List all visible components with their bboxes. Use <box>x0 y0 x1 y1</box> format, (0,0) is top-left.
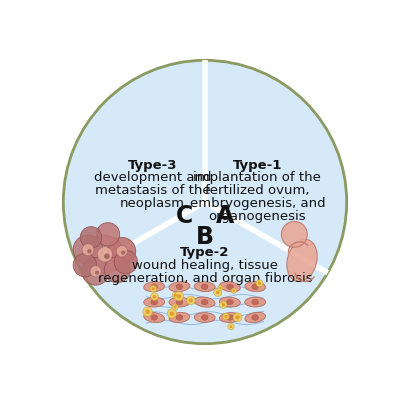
Circle shape <box>172 292 179 299</box>
Circle shape <box>152 287 155 290</box>
Circle shape <box>104 257 130 283</box>
Circle shape <box>236 315 240 319</box>
Circle shape <box>177 294 181 298</box>
Circle shape <box>150 285 157 292</box>
Text: regeneration, and organ fibrosis: regeneration, and organ fibrosis <box>98 272 312 284</box>
Circle shape <box>116 246 127 257</box>
Circle shape <box>216 291 220 294</box>
Circle shape <box>174 292 184 301</box>
Circle shape <box>95 271 99 275</box>
Circle shape <box>167 309 177 318</box>
Text: C: C <box>176 204 194 228</box>
Text: neoplasm: neoplasm <box>120 197 185 210</box>
Circle shape <box>146 310 150 314</box>
Circle shape <box>121 250 125 255</box>
Ellipse shape <box>245 282 266 292</box>
Circle shape <box>172 304 178 310</box>
Circle shape <box>143 307 152 316</box>
Ellipse shape <box>201 315 208 320</box>
Circle shape <box>174 294 177 297</box>
Circle shape <box>97 247 112 262</box>
Circle shape <box>151 293 158 300</box>
Circle shape <box>223 313 229 320</box>
Circle shape <box>170 311 174 316</box>
Text: Type-2: Type-2 <box>180 246 230 259</box>
Ellipse shape <box>252 299 258 305</box>
Circle shape <box>222 303 225 306</box>
Ellipse shape <box>151 315 158 320</box>
Ellipse shape <box>194 312 215 322</box>
Circle shape <box>82 258 110 285</box>
Ellipse shape <box>245 312 266 323</box>
Circle shape <box>258 282 261 285</box>
Text: metastasis of the: metastasis of the <box>95 184 210 198</box>
Ellipse shape <box>194 282 215 292</box>
Ellipse shape <box>201 284 208 290</box>
Circle shape <box>281 222 307 247</box>
Ellipse shape <box>176 299 183 305</box>
Ellipse shape <box>144 297 165 307</box>
Ellipse shape <box>169 297 190 307</box>
Ellipse shape <box>226 315 233 320</box>
Circle shape <box>233 290 235 292</box>
Circle shape <box>230 325 232 328</box>
Circle shape <box>73 254 96 277</box>
Text: implantation of the: implantation of the <box>194 172 321 184</box>
Ellipse shape <box>151 284 158 290</box>
Ellipse shape <box>194 297 215 307</box>
Circle shape <box>219 287 221 289</box>
Circle shape <box>220 301 227 308</box>
Text: development and: development and <box>94 172 211 184</box>
Ellipse shape <box>201 299 208 305</box>
Circle shape <box>189 298 193 302</box>
Circle shape <box>90 266 101 277</box>
Text: embryogenesis, and: embryogenesis, and <box>190 197 325 210</box>
Ellipse shape <box>220 297 240 307</box>
Circle shape <box>231 288 236 293</box>
Circle shape <box>174 306 176 308</box>
Ellipse shape <box>245 297 266 307</box>
Circle shape <box>82 244 94 256</box>
Text: organogenesis: organogenesis <box>208 210 306 223</box>
Ellipse shape <box>220 312 240 322</box>
Ellipse shape <box>252 284 258 290</box>
Ellipse shape <box>252 315 258 320</box>
Text: Type-1: Type-1 <box>233 158 282 172</box>
Text: fertilized ovum,: fertilized ovum, <box>205 184 310 198</box>
Circle shape <box>256 280 263 287</box>
Ellipse shape <box>169 312 190 322</box>
Circle shape <box>233 313 242 322</box>
Circle shape <box>86 235 124 274</box>
Circle shape <box>224 315 228 318</box>
Circle shape <box>186 296 195 305</box>
Ellipse shape <box>226 284 233 290</box>
Ellipse shape <box>169 282 190 292</box>
Circle shape <box>96 223 120 246</box>
Ellipse shape <box>220 282 240 292</box>
Circle shape <box>104 254 110 259</box>
Ellipse shape <box>151 299 158 305</box>
Circle shape <box>108 238 136 265</box>
Text: B: B <box>196 226 214 250</box>
Ellipse shape <box>287 239 317 282</box>
Circle shape <box>153 295 156 298</box>
Circle shape <box>218 286 223 290</box>
Text: Type-3: Type-3 <box>128 158 177 172</box>
Ellipse shape <box>176 284 183 290</box>
Text: wound healing, tissue: wound healing, tissue <box>132 259 278 272</box>
Circle shape <box>63 60 347 344</box>
Ellipse shape <box>226 299 233 305</box>
Circle shape <box>80 227 102 248</box>
Text: A: A <box>216 204 234 228</box>
Circle shape <box>214 288 222 296</box>
Circle shape <box>114 250 138 274</box>
Ellipse shape <box>176 315 183 320</box>
Ellipse shape <box>144 312 164 323</box>
Circle shape <box>228 324 234 330</box>
Circle shape <box>73 235 103 264</box>
Circle shape <box>87 249 92 254</box>
Ellipse shape <box>144 282 165 292</box>
